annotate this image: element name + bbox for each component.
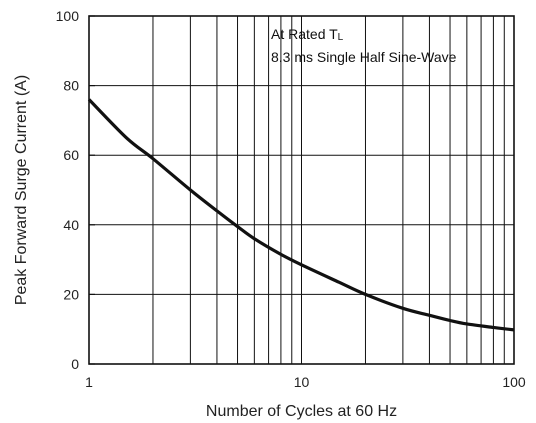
x-tick-label: 10 (294, 374, 310, 390)
annotation-waveform: 8.3 ms Single Half Sine-Wave (271, 49, 457, 65)
y-tick-label: 0 (71, 356, 79, 372)
annotation-rated-temperature-main: At Rated T (271, 26, 338, 42)
grid (89, 16, 514, 364)
surge-current-curve (87, 98, 515, 332)
y-tick-label: 40 (63, 217, 79, 233)
series-layer (87, 98, 515, 332)
y-tick-label: 100 (56, 8, 80, 24)
annotation-rated-temperature: At Rated TL (271, 26, 344, 43)
y-tick-label: 60 (63, 147, 79, 163)
y-tick-label: 20 (63, 286, 79, 302)
annotation-rated-temperature-subscript: L (338, 32, 344, 43)
y-tick-label: 80 (63, 78, 79, 94)
tick-labels: 0 20 40 60 80 100 1 10 100 (56, 8, 526, 390)
x-tick-label: 100 (502, 374, 526, 390)
x-axis-label: Number of Cycles at 60 Hz (206, 403, 397, 420)
x-tick-label: 1 (85, 374, 93, 390)
y-axis-label: Peak Forward Surge Current (A) (13, 75, 30, 305)
plot-area-frame (88, 15, 515, 365)
